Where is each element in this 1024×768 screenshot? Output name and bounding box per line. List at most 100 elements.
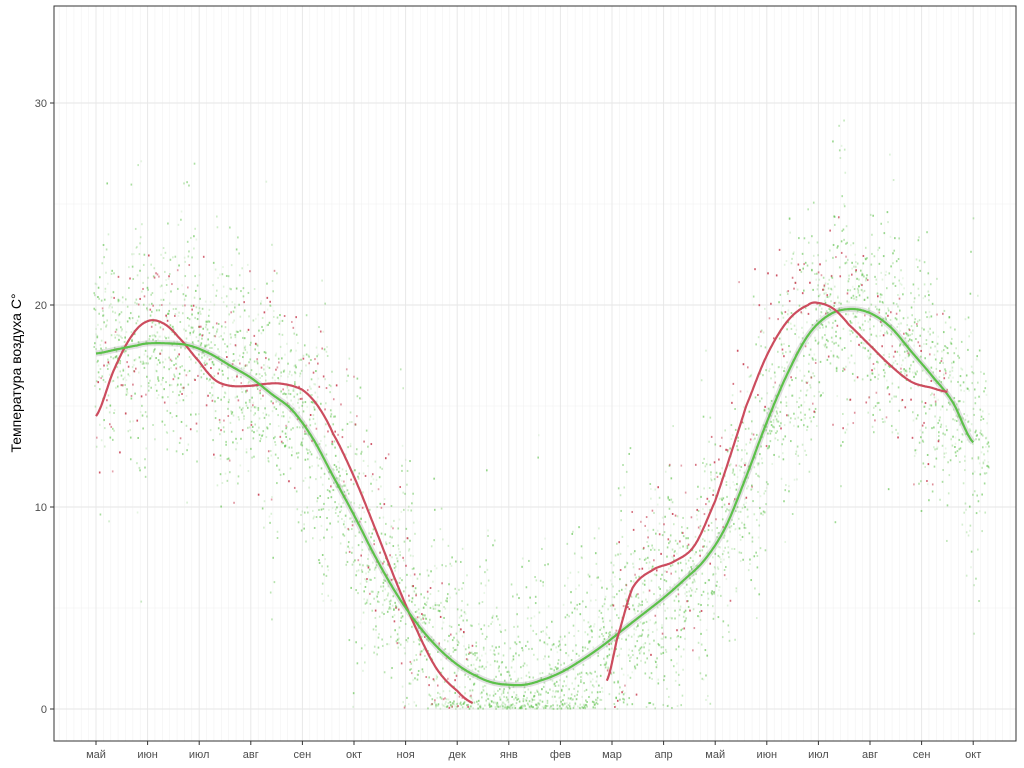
observation-point (188, 318, 191, 321)
observation-point (975, 358, 978, 361)
observation-point (212, 326, 214, 329)
observation-point (213, 335, 216, 338)
observation-point (749, 438, 752, 441)
observation-point (355, 641, 357, 644)
observation-point (173, 340, 175, 343)
observation-point (233, 501, 235, 504)
observation-point (578, 584, 580, 587)
observation-point (812, 358, 814, 361)
observation-point (143, 295, 146, 298)
observation-point (121, 301, 124, 304)
observation-point (402, 491, 405, 494)
observation-point (320, 508, 323, 511)
observation-point (369, 415, 372, 418)
observation-point (426, 569, 429, 572)
observation-point (147, 382, 150, 385)
observation-point (918, 259, 921, 262)
observation-point (190, 358, 192, 361)
observation-point (363, 440, 365, 443)
observation-point (551, 620, 553, 623)
observation-point (741, 507, 744, 510)
observation-point (718, 497, 721, 500)
observation-point (647, 633, 650, 636)
observation-point (337, 515, 339, 518)
observation-point (185, 329, 187, 332)
observation-point (193, 296, 196, 299)
observation-point (455, 673, 458, 676)
observation-point (146, 415, 148, 418)
observation-point (784, 435, 787, 438)
observation-point (358, 531, 361, 534)
observation-point (159, 285, 162, 288)
observation-point (817, 341, 820, 344)
observation-point (272, 310, 275, 313)
observation-point (516, 679, 519, 682)
observation-point (971, 371, 974, 374)
observation-point (561, 703, 564, 706)
observation-point (671, 706, 673, 709)
observation-point (306, 389, 309, 392)
observation-point (702, 538, 704, 541)
observation-point (869, 318, 871, 321)
observation-point (673, 599, 676, 602)
observation-point (192, 347, 195, 350)
observation-point (587, 657, 590, 660)
observation-point (622, 693, 625, 696)
observation-point (897, 436, 899, 439)
observation-point (171, 416, 174, 419)
observation-point (977, 548, 979, 551)
observation-point (352, 692, 355, 695)
observation-point (960, 440, 963, 443)
observation-point (946, 429, 948, 432)
observation-point (409, 682, 412, 685)
observation-point (536, 690, 539, 693)
observation-point (291, 320, 293, 323)
observation-point (755, 472, 757, 475)
observation-point (564, 635, 566, 638)
observation-point (916, 324, 918, 327)
observation-point (771, 462, 774, 465)
observation-point (874, 275, 876, 278)
observation-point (303, 344, 306, 347)
observation-point (304, 430, 306, 433)
observation-point (439, 528, 442, 531)
observation-point (477, 670, 479, 673)
observation-point (381, 589, 384, 592)
observation-point (636, 663, 639, 666)
observation-point (355, 589, 357, 592)
observation-point (164, 292, 167, 295)
observation-point (570, 697, 572, 700)
observation-point (253, 406, 256, 409)
observation-point (646, 556, 649, 559)
observation-point (855, 269, 857, 272)
observation-point (762, 424, 765, 427)
observation-point (146, 307, 148, 310)
observation-point (819, 263, 821, 266)
observation-point (675, 595, 678, 598)
observation-point (515, 696, 517, 699)
observation-point (495, 703, 498, 706)
observation-point (938, 379, 941, 382)
observation-point (551, 644, 554, 647)
observation-point (237, 416, 240, 419)
observation-point (686, 545, 689, 548)
observation-point (100, 339, 103, 342)
observation-point (212, 284, 214, 287)
observation-point (918, 319, 921, 322)
observation-point (416, 577, 419, 580)
observation-point (799, 369, 801, 372)
observation-point (468, 706, 471, 709)
observation-point (649, 619, 652, 622)
observation-point (598, 635, 601, 638)
observation-point (637, 623, 639, 626)
observation-point (158, 322, 161, 325)
observation-point (731, 518, 733, 521)
observation-point (721, 518, 724, 521)
observation-point (734, 527, 737, 530)
observation-point (578, 672, 581, 675)
observation-point (117, 275, 120, 278)
observation-point (924, 402, 927, 405)
observation-point (373, 543, 376, 546)
observation-point (600, 698, 603, 701)
observation-point (583, 682, 585, 685)
